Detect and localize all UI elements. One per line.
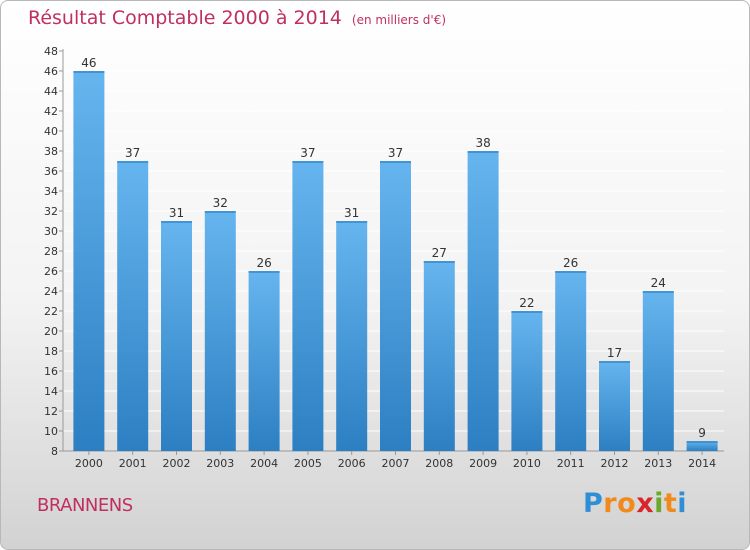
x-tick-label-2008: 2008: [425, 457, 453, 470]
bar-2004: [248, 271, 280, 451]
y-tick-label: 44: [44, 85, 58, 98]
title-row: Résultat Comptable 2000 à 2014 (en millie…: [28, 7, 446, 29]
logo-letter: o: [617, 488, 637, 519]
bar-cap-2011: [555, 271, 587, 273]
y-tick-label: 26: [44, 265, 58, 278]
y-tick-label: 46: [44, 65, 58, 78]
y-tick-label: 16: [44, 365, 58, 378]
chart-title: Résultat Comptable 2000 à 2014: [28, 7, 342, 29]
bar-cap-2002: [161, 221, 192, 223]
bar-cap-2007: [380, 161, 411, 163]
value-label-2009: 38: [475, 136, 490, 150]
proxiti-logo: Proxiti: [583, 488, 687, 519]
y-tick-label: 34: [44, 185, 58, 198]
x-tick-label-2002: 2002: [163, 457, 191, 470]
bars: [73, 71, 718, 451]
bar-2009: [467, 151, 499, 451]
bar-2000: [73, 71, 105, 451]
y-tick-label: 48: [44, 45, 58, 58]
logo-letter: P: [583, 488, 604, 519]
bar-cap-2005: [292, 161, 324, 163]
logo-letter: i: [677, 488, 688, 519]
value-label-2014: 9: [698, 426, 706, 440]
bar-2007: [380, 161, 411, 451]
x-tick-label-2001: 2001: [119, 457, 147, 470]
bar-2001: [117, 161, 149, 451]
x-tick-label-2013: 2013: [644, 457, 672, 470]
bar-cap-2009: [467, 151, 499, 153]
y-tick-label: 20: [44, 325, 58, 338]
logo-letter: t: [663, 488, 678, 519]
bar-2014: [686, 441, 718, 451]
x-tick-label-2007: 2007: [382, 457, 410, 470]
bar-cap-2001: [117, 161, 149, 163]
bar-cap-2006: [336, 221, 368, 223]
x-tick-label-2000: 2000: [75, 457, 103, 470]
logo-letter: i: [654, 488, 664, 519]
bar-2006: [336, 221, 368, 451]
bar-cap-2003: [204, 211, 236, 213]
value-label-2007: 37: [388, 146, 403, 160]
logo-letter: r: [603, 488, 618, 519]
labels: 8 10 12 14 16 18 20 22 24 26 28 30 32 34 36 38 40 42 44 46 4…: [44, 45, 716, 470]
value-label-2002: 31: [169, 206, 184, 220]
x-tick-label-2011: 2011: [557, 457, 585, 470]
value-label-2012: 17: [607, 346, 622, 360]
x-tick-label-2005: 2005: [294, 457, 322, 470]
bar-cap-2013: [642, 291, 674, 293]
bar-2010: [511, 311, 543, 451]
y-tick-label: 36: [44, 165, 58, 178]
bar-cap-2014: [686, 441, 718, 443]
y-tick-label: 30: [44, 225, 58, 238]
bar-2002: [161, 221, 192, 451]
y-tick-label: 28: [44, 245, 58, 258]
y-tick-label: 8: [51, 445, 58, 458]
y-tick-label: 24: [44, 285, 58, 298]
bar-2011: [555, 271, 587, 451]
value-label-2003: 32: [213, 196, 228, 210]
y-tick-label: 18: [44, 345, 58, 358]
y-tick-label: 14: [44, 385, 58, 398]
x-tick-label-2003: 2003: [206, 457, 234, 470]
bar-2013: [642, 291, 674, 451]
value-label-2008: 27: [432, 246, 447, 260]
value-label-2011: 26: [563, 256, 578, 270]
x-tick-label-2010: 2010: [513, 457, 541, 470]
bar-2008: [423, 261, 455, 451]
value-label-2001: 37: [125, 146, 140, 160]
value-label-2000: 46: [81, 56, 96, 70]
x-tick-label-2009: 2009: [469, 457, 497, 470]
chart-subtitle: (en milliers d'€): [351, 13, 447, 27]
bar-2003: [204, 211, 236, 451]
commune-name: BRANNENS: [37, 495, 133, 516]
bar-cap-2000: [73, 71, 105, 73]
y-tick-label: 40: [44, 125, 58, 138]
y-tick-label: 22: [44, 305, 58, 318]
value-label-2004: 26: [256, 256, 271, 270]
y-tick-label: 10: [44, 425, 58, 438]
bar-cap-2008: [423, 261, 455, 263]
bar-2005: [292, 161, 324, 451]
bar-cap-2012: [599, 361, 630, 363]
bar-cap-2004: [248, 271, 280, 273]
y-tick-label: 38: [44, 145, 58, 158]
x-tick-label-2012: 2012: [601, 457, 629, 470]
x-tick-label-2014: 2014: [688, 457, 716, 470]
value-label-2005: 37: [300, 146, 315, 160]
x-tick-label-2006: 2006: [338, 457, 366, 470]
bar-2012: [599, 361, 630, 451]
y-tick-label: 12: [44, 405, 58, 418]
value-label-2010: 22: [519, 296, 534, 310]
y-tick-label: 42: [44, 105, 58, 118]
y-tick-label: 32: [44, 205, 58, 218]
logo-letter: x: [636, 488, 655, 519]
value-label-2006: 31: [344, 206, 359, 220]
x-tick-label-2004: 2004: [250, 457, 278, 470]
value-label-2013: 24: [651, 276, 666, 290]
bar-cap-2010: [511, 311, 543, 313]
